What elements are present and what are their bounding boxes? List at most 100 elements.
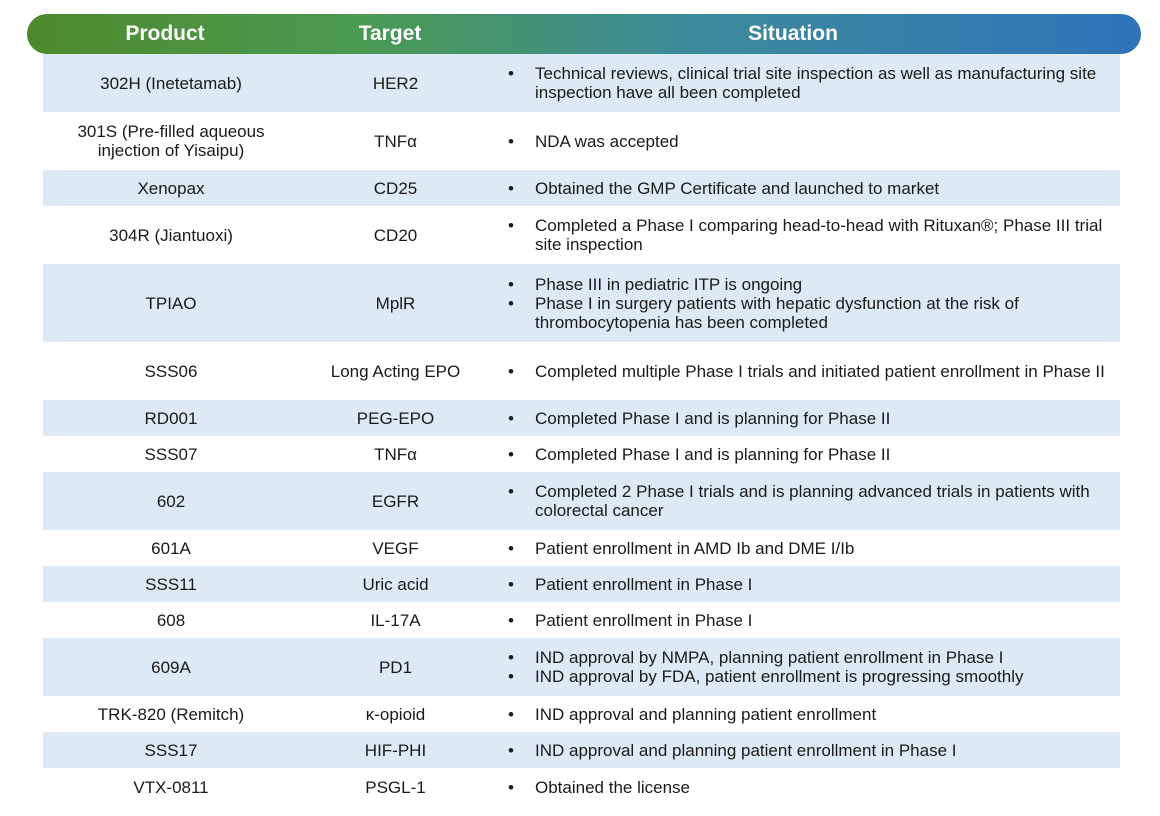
situation-bullet: Obtained the GMP Certificate and launche… [508,179,1110,198]
situation-list: IND approval and planning patient enroll… [508,741,1110,760]
situation-cell: Phase III in pediatric ITP is ongoingPha… [492,275,1120,332]
situation-list: Completed a Phase I comparing head-to-he… [508,216,1110,254]
product-cell: SSS17 [144,740,198,760]
situation-list: Obtained the GMP Certificate and launche… [508,179,1110,198]
product-cell: Xenopax [137,178,205,198]
target-cell: Uric acid [362,574,429,594]
situation-cell: Patient enrollment in Phase I [492,575,1120,594]
situation-list: Completed Phase I and is planning for Ph… [508,445,1110,464]
situation-bullet: Completed multiple Phase I trials and in… [508,362,1110,381]
situation-bullet: Patient enrollment in Phase I [508,575,1110,594]
product-cell: 602 [156,491,186,511]
situation-cell: Patient enrollment in Phase I [492,611,1120,630]
column-header-situation: Situation [748,22,838,45]
column-header-target: Target [358,22,422,45]
situation-bullet: Completed 2 Phase I trials and is planni… [508,482,1110,520]
table-row: 302H (Inetetamab) HER2 Technical reviews, … [43,54,1120,112]
situation-bullet: Phase I in surgery patients with hepatic… [508,294,1110,332]
situation-list: Patient enrollment in Phase I [508,611,1110,630]
target-cell: EGFR [371,491,420,511]
situation-bullet: IND approval and planning patient enroll… [508,705,1110,724]
product-cell: VTX-0811 [133,777,209,797]
target-cell: TNFα [374,131,417,151]
product-cell: SSS07 [144,444,198,464]
product-cell: 301S (Pre-filled aqueous injection of Yi… [77,122,265,160]
situation-cell: Patient enrollment in AMD Ib and DME I/I… [492,539,1120,558]
situation-bullet: Completed Phase I and is planning for Ph… [508,445,1110,464]
table-row: 602 EGFR Completed 2 Phase I trials and is… [43,472,1120,530]
product-cell: 302H (Inetetamab) [100,73,242,93]
product-cell: 601A [151,538,191,558]
target-cell: MplR [375,293,416,313]
table-row: 304R (Jiantuoxi) CD20 Completed a Phase I … [43,206,1120,264]
table-row: 608 IL-17A Patient enrollment in Phase I [43,602,1120,638]
target-cell: VEGF [372,538,419,558]
target-cell: CD25 [373,178,418,198]
situation-cell: Completed Phase I and is planning for Ph… [492,409,1120,428]
situation-list: Phase III in pediatric ITP is ongoingPha… [508,275,1110,332]
target-cell: Long Acting EPO [330,361,461,381]
product-cell: TRK-820 (Remitch) [97,704,245,724]
situation-cell: Completed 2 Phase I trials and is planni… [492,482,1120,520]
table-row: SSS06 Long Acting EPO Completed multiple P… [43,342,1120,400]
situation-bullet: Completed a Phase I comparing head-to-he… [508,216,1110,254]
situation-cell: Completed multiple Phase I trials and in… [492,362,1120,381]
product-cell: SSS11 [145,574,197,594]
situation-bullet: Obtained the license [508,778,1110,797]
target-cell: PSGL-1 [365,777,426,797]
situation-bullet: Patient enrollment in AMD Ib and DME I/I… [508,539,1110,558]
situation-cell: IND approval and planning patient enroll… [492,741,1120,760]
table-row: TRK-820 (Remitch) κ-opioid IND approval an… [43,696,1120,732]
situation-bullet: Technical reviews, clinical trial site i… [508,64,1110,102]
situation-cell: Completed Phase I and is planning for Ph… [492,445,1120,464]
situation-list: Technical reviews, clinical trial site i… [508,64,1110,102]
column-header-product: Product [125,22,205,45]
situation-list: NDA was accepted [508,132,1110,151]
product-cell: 304R (Jiantuoxi) [109,225,233,245]
table-row: RD001 PEG-EPO Completed Phase I and is pla… [43,400,1120,436]
pipeline-table: 302H (Inetetamab) HER2 Technical reviews, … [43,54,1120,806]
situation-cell: IND approval by NMPA, planning patient e… [492,648,1120,686]
situation-cell: Technical reviews, clinical trial site i… [492,64,1120,102]
table-row: SSS11 Uric acid Patient enrollment in Phas… [43,566,1120,602]
product-cell: TPIAO [145,293,197,313]
situation-list: Obtained the license [508,778,1110,797]
table-row: 609A PD1 IND approval by NMPA, planning pa… [43,638,1120,696]
product-cell: SSS06 [144,361,198,381]
table-row: TPIAO MplR Phase III in pediatric ITP is o… [43,264,1120,342]
table-header: Product Target Situation [27,14,1141,54]
target-cell: IL-17A [370,610,421,630]
situation-list: Patient enrollment in Phase I [508,575,1110,594]
situation-list: IND approval and planning patient enroll… [508,705,1110,724]
target-cell: HIF-PHI [364,740,427,760]
situation-list: Patient enrollment in AMD Ib and DME I/I… [508,539,1110,558]
situation-list: Completed 2 Phase I trials and is planni… [508,482,1110,520]
table-row: 301S (Pre-filled aqueous injection of Yi… [43,112,1120,170]
situation-bullet: IND approval by FDA, patient enrollment … [508,667,1110,686]
table-row: 601A VEGF Patient enrollment in AMD Ib and… [43,530,1120,566]
table-row: SSS17 HIF-PHI IND approval and planning pa… [43,732,1120,768]
product-cell: 609A [151,657,191,677]
situation-bullet: NDA was accepted [508,132,1110,151]
target-cell: PD1 [378,657,413,677]
target-cell: HER2 [372,73,419,93]
situation-bullet: Patient enrollment in Phase I [508,611,1110,630]
situation-cell: Obtained the GMP Certificate and launche… [492,179,1120,198]
target-cell: TNFα [374,444,417,464]
situation-list: IND approval by NMPA, planning patient e… [508,648,1110,686]
situation-bullet: Phase III in pediatric ITP is ongoing [508,275,1110,294]
situation-bullet: Completed Phase I and is planning for Ph… [508,409,1110,428]
target-cell: κ-opioid [365,704,426,724]
situation-cell: Obtained the license [492,778,1120,797]
situation-cell: IND approval and planning patient enroll… [492,705,1120,724]
table-row: Xenopax CD25 Obtained the GMP Certificate … [43,170,1120,206]
product-cell: RD001 [144,408,198,428]
table-row: VTX-0811 PSGL-1 Obtained the license [43,768,1120,806]
situation-cell: Completed a Phase I comparing head-to-he… [492,216,1120,254]
target-cell: CD20 [373,225,418,245]
situation-bullet: IND approval and planning patient enroll… [508,741,1110,760]
product-cell: 608 [156,610,186,630]
situation-list: Completed multiple Phase I trials and in… [508,362,1110,381]
situation-cell: NDA was accepted [492,132,1120,151]
table-row: SSS07 TNFα Completed Phase I and is planni… [43,436,1120,472]
